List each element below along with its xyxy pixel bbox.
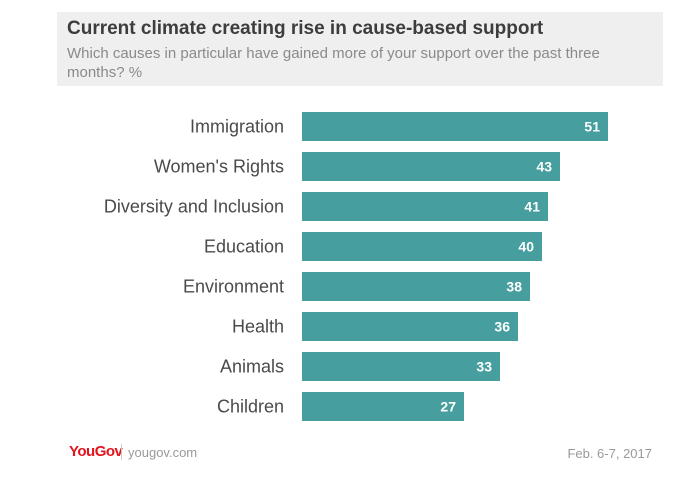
value-label: 40 [518, 239, 534, 255]
bar [302, 272, 530, 301]
category-label: Children [217, 397, 284, 417]
value-label: 51 [584, 119, 600, 135]
category-label: Immigration [190, 117, 284, 137]
category-label: Environment [183, 277, 284, 297]
category-label: Health [232, 317, 284, 337]
chart-title: Current climate creating rise in cause-b… [67, 18, 544, 39]
category-label: Animals [220, 357, 284, 377]
value-label: 43 [536, 159, 552, 175]
bar [302, 312, 518, 341]
yougov-logo: YouGov [69, 443, 123, 460]
chart-subtitle: Which causes in particular have gained m… [67, 45, 600, 81]
footer-divider [121, 444, 122, 460]
bar [302, 152, 560, 181]
footer-date: Feb. 6-7, 2017 [567, 446, 652, 461]
footer-url: yougov.com [128, 445, 198, 460]
chart-header: Current climate creating rise in cause-b… [57, 12, 663, 86]
bar [302, 112, 608, 141]
value-label: 38 [506, 279, 522, 295]
bar [302, 232, 542, 261]
value-label: 27 [440, 399, 456, 415]
value-label: 41 [524, 199, 540, 215]
category-label: Diversity and Inclusion [104, 197, 284, 217]
bar [302, 192, 548, 221]
bar [302, 352, 500, 381]
bar [302, 392, 464, 421]
value-label: 33 [476, 359, 492, 375]
category-label: Women's Rights [154, 157, 284, 177]
value-label: 36 [494, 319, 510, 335]
category-label: Education [204, 237, 284, 257]
